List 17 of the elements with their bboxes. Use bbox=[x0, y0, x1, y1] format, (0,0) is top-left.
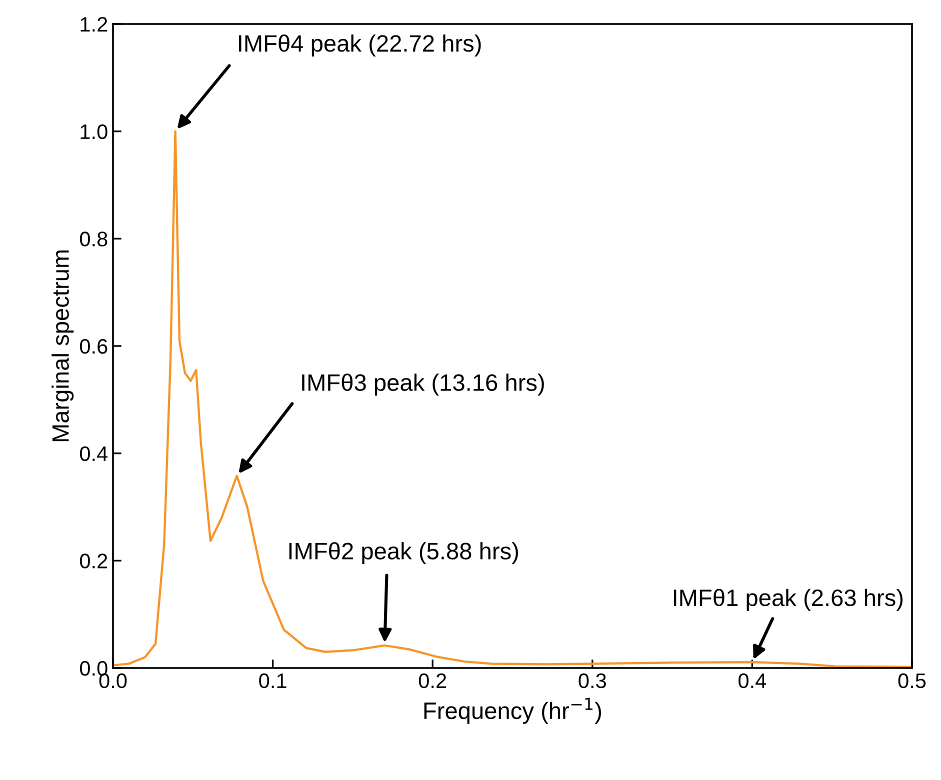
y-tick-label: 0.2 bbox=[80, 554, 108, 568]
y-tick-label: 0.8 bbox=[80, 232, 108, 246]
y-axis-title: Marginal spectrum bbox=[52, 250, 74, 442]
annotation: IMFθ1 peak (2.63 hrs) bbox=[674, 588, 903, 611]
annotation: IMFθ3 peak (13.16 hrs) bbox=[302, 374, 544, 396]
y-tick-label: 1.2 bbox=[80, 17, 108, 32]
x-axis-title: Frequency (hr$^{−1}$) bbox=[424, 698, 602, 724]
annotation: IMFθ4 peak (22.72 hrs) bbox=[239, 34, 481, 56]
x-tick-label: 0.5 bbox=[898, 673, 926, 688]
y-tick-label: 0.4 bbox=[80, 446, 108, 462]
x-tick-label: 0.4 bbox=[738, 673, 766, 688]
y-tick-label: 0.6 bbox=[80, 339, 108, 354]
y-tick-label: 1.0 bbox=[80, 124, 108, 140]
annotation: IMFθ2 peak (5.88 hrs) bbox=[289, 542, 518, 564]
x-tick-label: 0.2 bbox=[418, 673, 446, 688]
x-tick-label: 0.1 bbox=[259, 673, 286, 688]
x-tick-label: 0.3 bbox=[578, 673, 606, 688]
